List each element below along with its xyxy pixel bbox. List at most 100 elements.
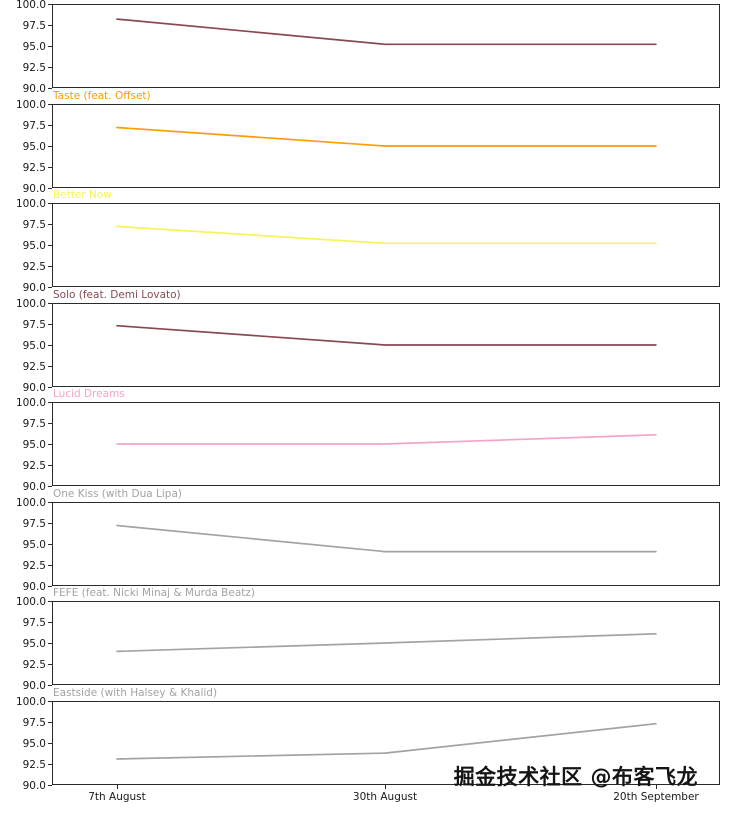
chart-title: Eastside (with Halsey & Khalid): [53, 687, 218, 699]
y-tick-label: 95.0: [22, 638, 46, 650]
y-tick-mark: [48, 104, 52, 105]
y-tick-label: 90.0: [22, 282, 46, 294]
y-tick-label: 92.5: [22, 759, 46, 771]
y-tick-label: 95.0: [22, 240, 46, 252]
y-tick-mark: [48, 664, 52, 665]
y-tick-label: 95.0: [22, 340, 46, 352]
x-tick-mark: [117, 785, 118, 789]
y-tick-label: 97.5: [22, 20, 46, 32]
line-series-4: [116, 433, 657, 445]
plot-area: [52, 4, 720, 88]
y-tick-label: 100.0: [15, 198, 46, 210]
chart-title: Solo (feat. Demi Lovato): [53, 289, 181, 301]
y-tick-label: 100.0: [15, 497, 46, 509]
chart-title: Taste (feat. Offset): [53, 90, 151, 102]
y-tick-label: 95.0: [22, 439, 46, 451]
y-tick-mark: [48, 4, 52, 5]
y-tick-mark: [48, 67, 52, 68]
y-tick-mark: [48, 146, 52, 147]
y-tick-label: 90.0: [22, 481, 46, 493]
y-tick-mark: [48, 324, 52, 325]
y-tick-mark: [48, 502, 52, 503]
y-tick-mark: [48, 88, 52, 89]
y-tick-label: 90.0: [22, 83, 46, 95]
y-tick-label: 92.5: [22, 62, 46, 74]
y-tick-mark: [48, 345, 52, 346]
y-tick-mark: [48, 701, 52, 702]
y-tick-label: 92.5: [22, 261, 46, 273]
line-path: [116, 632, 657, 653]
y-tick-mark: [48, 303, 52, 304]
y-tick-label: 100.0: [15, 298, 46, 310]
y-tick-mark: [48, 188, 52, 189]
y-tick-mark: [48, 167, 52, 168]
x-tick-label: 30th August: [352, 791, 418, 803]
line-path: [116, 524, 657, 553]
y-tick-label: 90.0: [22, 680, 46, 692]
y-tick-label: 92.5: [22, 361, 46, 373]
y-tick-mark: [48, 287, 52, 288]
line-path: [116, 722, 657, 760]
y-tick-label: 90.0: [22, 382, 46, 394]
line-series-2: [116, 225, 657, 245]
line-path: [116, 18, 657, 46]
y-tick-mark: [48, 46, 52, 47]
line-path: [116, 225, 657, 245]
y-tick-label: 90.0: [22, 183, 46, 195]
y-tick-label: 97.5: [22, 717, 46, 729]
y-tick-label: 97.5: [22, 418, 46, 430]
y-tick-mark: [48, 423, 52, 424]
y-tick-mark: [48, 25, 52, 26]
x-tick-mark: [656, 785, 657, 789]
y-tick-label: 95.0: [22, 41, 46, 53]
line-path: [116, 126, 657, 147]
line-series-3: [116, 324, 657, 346]
y-tick-label: 100.0: [15, 596, 46, 608]
y-tick-mark: [48, 743, 52, 744]
y-tick-mark: [48, 586, 52, 587]
y-tick-mark: [48, 685, 52, 686]
y-tick-label: 100.0: [15, 397, 46, 409]
y-tick-mark: [48, 125, 52, 126]
y-tick-mark: [48, 601, 52, 602]
y-tick-mark: [48, 444, 52, 445]
y-tick-mark: [48, 465, 52, 466]
line-series-0: [116, 18, 657, 46]
y-tick-label: 95.0: [22, 738, 46, 750]
y-tick-label: 92.5: [22, 162, 46, 174]
y-tick-mark: [48, 622, 52, 623]
y-tick-label: 95.0: [22, 141, 46, 153]
y-tick-label: 92.5: [22, 659, 46, 671]
line-path: [116, 433, 657, 445]
y-tick-mark: [48, 565, 52, 566]
y-tick-mark: [48, 245, 52, 246]
y-tick-mark: [48, 486, 52, 487]
plot-area: [52, 203, 720, 287]
line-path: [116, 324, 657, 346]
y-tick-label: 97.5: [22, 518, 46, 530]
y-tick-label: 100.0: [15, 0, 46, 11]
y-tick-mark: [48, 224, 52, 225]
y-tick-label: 100.0: [15, 99, 46, 111]
y-tick-mark: [48, 387, 52, 388]
y-tick-mark: [48, 203, 52, 204]
y-tick-label: 92.5: [22, 460, 46, 472]
y-tick-label: 97.5: [22, 319, 46, 331]
y-tick-label: 90.0: [22, 780, 46, 792]
y-tick-mark: [48, 785, 52, 786]
plot-area: [52, 701, 720, 785]
chart-title: FEFE (feat. Nicki Minaj & Murda Beatz): [53, 587, 255, 599]
y-tick-mark: [48, 266, 52, 267]
line-series-7: [116, 722, 657, 760]
y-tick-label: 92.5: [22, 560, 46, 572]
y-tick-mark: [48, 643, 52, 644]
line-series-6: [116, 632, 657, 653]
y-tick-mark: [48, 523, 52, 524]
plot-area: [52, 502, 720, 586]
y-tick-mark: [48, 544, 52, 545]
chart-title: Better Now: [53, 189, 112, 201]
chart-title: One Kiss (with Dua Lipa): [53, 488, 182, 500]
y-tick-mark: [48, 366, 52, 367]
y-tick-label: 90.0: [22, 581, 46, 593]
